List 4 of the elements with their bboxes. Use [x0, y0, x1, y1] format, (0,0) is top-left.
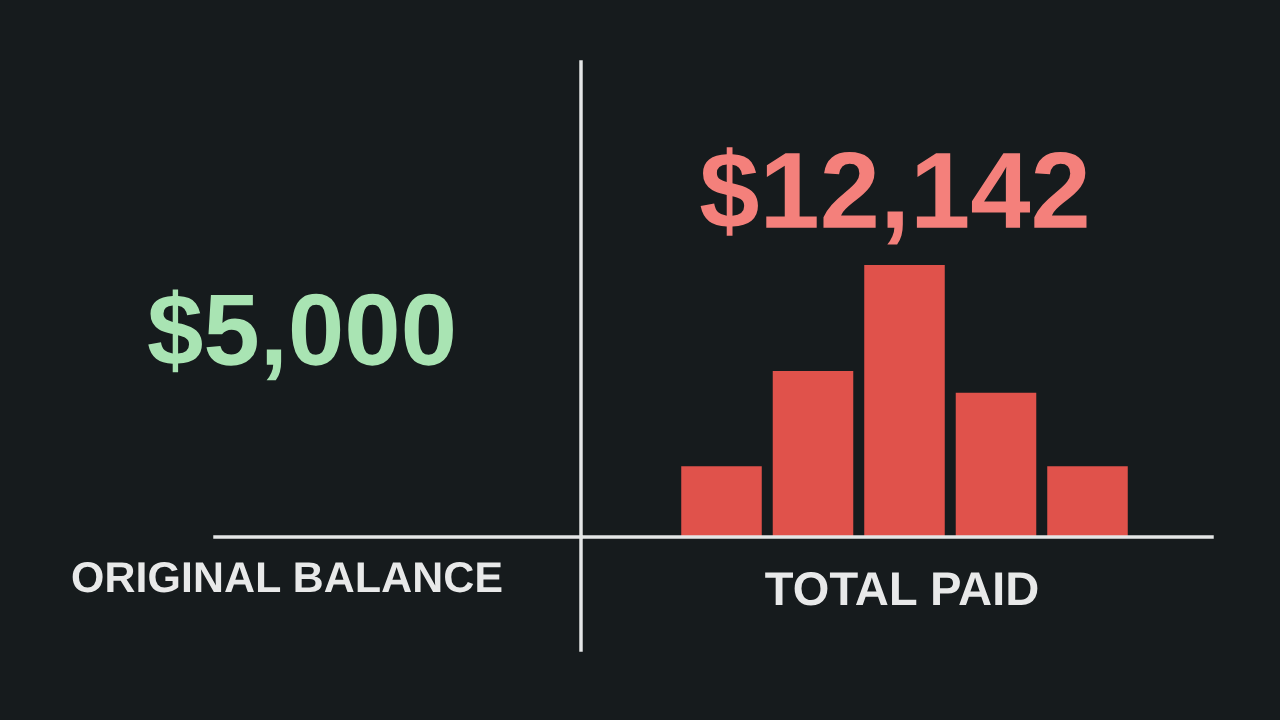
text: $5,000 [148, 289, 453, 381]
x-axis-title: TOTAL PAID [765, 572, 1038, 606]
chart-title: $12,142 [700, 147, 1087, 245]
text: ORIGINAL BALANCE [72, 561, 502, 593]
